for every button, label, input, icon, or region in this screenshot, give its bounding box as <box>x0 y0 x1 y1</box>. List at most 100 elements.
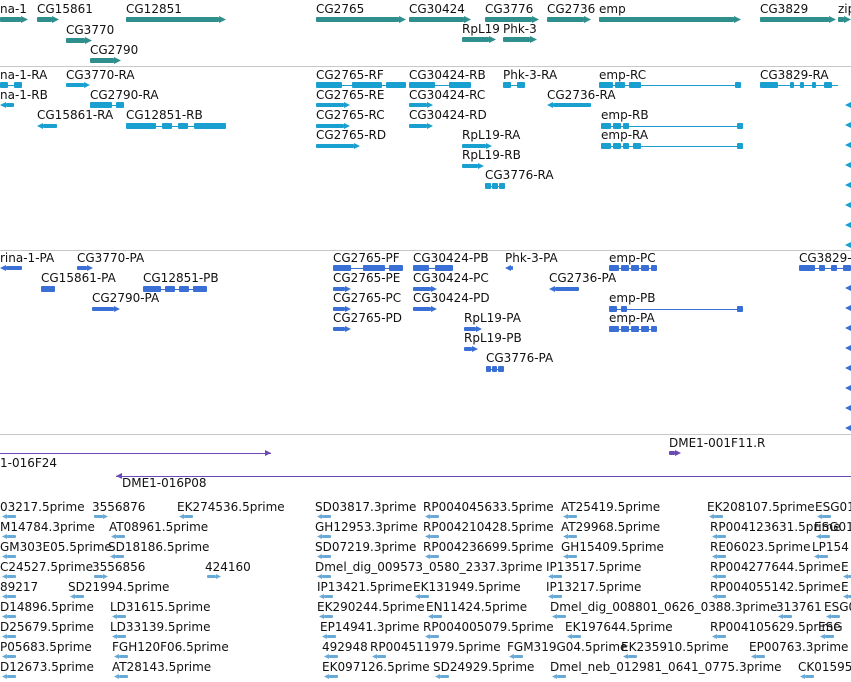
feature-bar <box>329 655 338 658</box>
feature-label: CG30424-PC <box>413 271 489 285</box>
feature-bar <box>66 38 85 43</box>
feature-bar <box>126 17 219 22</box>
exon-block <box>737 306 743 312</box>
strand-arrow-icon <box>751 654 756 659</box>
feature-label: CG15861-PA <box>41 271 116 285</box>
feature-label: SD03817.3prime <box>315 500 417 514</box>
strand-arrow-icon <box>114 674 119 679</box>
strand-arrow-icon <box>179 514 184 519</box>
feature-glyph <box>413 286 437 292</box>
exon-block <box>799 265 815 271</box>
feature-bar <box>805 675 814 678</box>
feature-bar <box>503 37 530 42</box>
exon-block <box>492 366 497 372</box>
strand-arrow-icon <box>345 326 351 332</box>
feature-glyph <box>464 346 478 352</box>
feature-bar <box>717 575 726 578</box>
exon-block <box>613 143 621 149</box>
feature-bar <box>117 635 126 638</box>
feature-bar <box>557 615 566 618</box>
edge-transcript-arrow-icon <box>845 162 851 168</box>
feature-bar <box>440 675 449 678</box>
exon-block <box>485 183 491 189</box>
feature-bar <box>553 103 591 107</box>
feature-bar <box>119 655 128 658</box>
strand-arrow-icon <box>435 674 440 679</box>
strand-arrow-icon <box>734 16 741 23</box>
feature-label: EP14941.3prime <box>320 620 420 634</box>
feature-glyph <box>464 326 482 332</box>
feature-bar <box>116 535 125 538</box>
intron-line <box>0 85 22 86</box>
feature-label: IP13421.5prime <box>317 580 413 594</box>
feature-glyph <box>319 594 333 599</box>
exon-block <box>631 326 639 332</box>
feature-glyph <box>712 534 726 539</box>
feature-label: CK01595 <box>798 660 851 674</box>
strand-arrow-icon <box>829 16 836 23</box>
strand-arrow-icon <box>425 514 430 519</box>
strand-arrow-icon <box>709 514 714 519</box>
feature-glyph <box>90 102 124 108</box>
feature-label: emp-PC <box>609 251 656 265</box>
feature-bar <box>333 327 345 331</box>
feature-glyph <box>843 594 851 599</box>
feature-bar <box>717 635 726 638</box>
strand-arrow-icon <box>844 16 851 23</box>
feature-label: zip <box>838 2 851 16</box>
strand-arrow-icon <box>345 286 351 292</box>
feature-label: EK197644.5prime <box>565 620 673 634</box>
feature-glyph <box>503 82 525 88</box>
feature-label: CG30424-PB <box>413 251 489 265</box>
feature-glyph <box>563 554 577 559</box>
feature-bar <box>94 575 103 578</box>
strand-arrow-icon <box>2 614 7 619</box>
feature-glyph <box>319 614 333 619</box>
feature-bar <box>6 103 14 107</box>
exon-block <box>633 143 641 149</box>
edge-transcript-arrow-icon <box>845 242 851 248</box>
feature-glyph <box>485 183 505 189</box>
strand-arrow-icon <box>563 554 568 559</box>
feature-bar <box>821 535 830 538</box>
edge-transcript-arrow-icon <box>845 142 851 148</box>
edge-protein-arrow-icon <box>845 365 851 371</box>
exon-block <box>737 123 743 129</box>
feature-glyph <box>549 286 579 292</box>
feature-label: emp-PB <box>609 291 656 305</box>
feature-glyph <box>333 326 351 332</box>
intron-line <box>503 85 525 86</box>
feature-glyph <box>317 554 331 559</box>
feature-bar <box>7 555 16 558</box>
feature-bar <box>783 615 792 618</box>
feature-glyph <box>838 16 851 23</box>
feature-glyph <box>547 102 591 108</box>
feature-glyph <box>94 514 108 519</box>
feature-label: SD07219.3prime <box>315 540 417 554</box>
strand-arrow-icon <box>2 534 7 539</box>
feature-label: RP004123631.5prime <box>710 520 841 534</box>
strand-arrow-icon <box>116 473 122 479</box>
feature-glyph <box>126 16 226 23</box>
feature-glyph <box>485 16 539 23</box>
feature-bar <box>568 515 577 518</box>
feature-label: GM303E05.5prime <box>0 540 112 554</box>
feature-label: AT28143.5prime <box>112 660 212 674</box>
intron-line <box>609 309 743 310</box>
feature-glyph <box>462 143 492 149</box>
strand-arrow-icon <box>2 674 7 679</box>
feature-label: RpL19-RB <box>462 148 521 162</box>
feature-label: FGM319G04.5prime <box>507 640 628 654</box>
feature-label: CG2765-PF <box>333 251 400 265</box>
strand-arrow-icon <box>431 306 437 312</box>
feature-label: emp-RC <box>599 68 647 82</box>
feature-bar <box>717 555 726 558</box>
feature-bar <box>92 307 114 311</box>
strand-arrow-icon <box>372 654 377 659</box>
strand-arrow-icon <box>814 554 819 559</box>
feature-bar <box>628 655 637 658</box>
strand-arrow-icon <box>712 534 717 539</box>
exon-block <box>641 265 649 271</box>
feature-label: RP004055142.5prime <box>710 580 841 594</box>
transcript-track: na-1-RA na-1-RB CG3770-RA CG2790-RA CG15861-… <box>0 67 851 250</box>
